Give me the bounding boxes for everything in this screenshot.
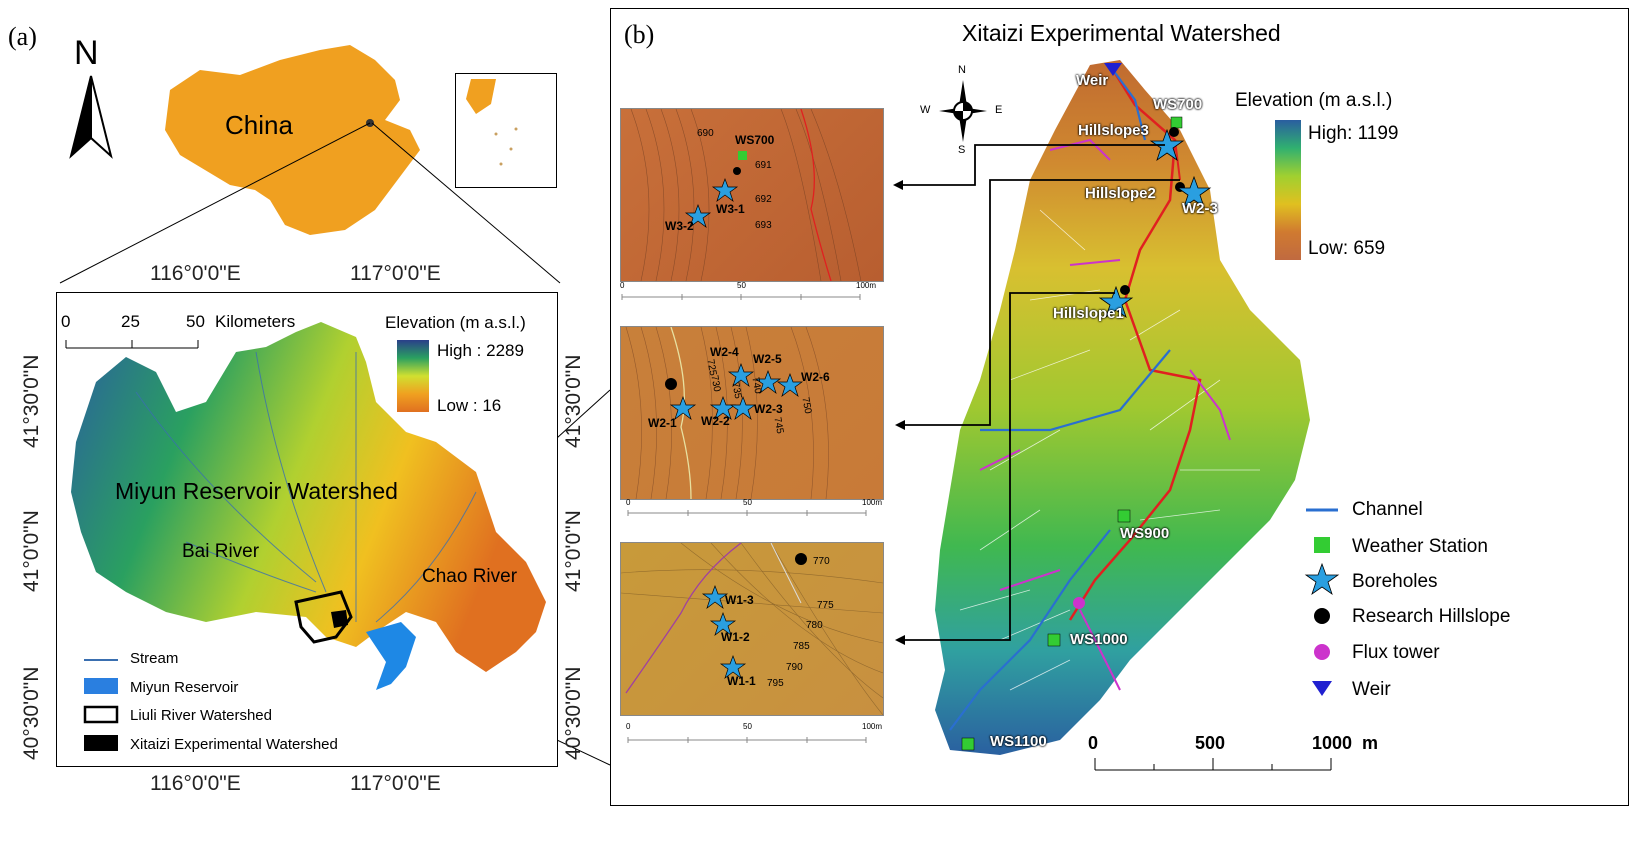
inset2-w25: W2-5	[753, 352, 782, 366]
scale-b-unit: m	[1362, 733, 1379, 753]
legend-b-boreholes: Boreholes	[1352, 571, 1438, 592]
inset1-w32: W3-2	[665, 219, 694, 233]
compass-w: W	[920, 104, 931, 116]
legend-b-channel: Channel	[1352, 499, 1423, 520]
compass-e: E	[995, 104, 1003, 116]
legend-a-stream: Stream	[130, 650, 179, 667]
inset1-scale	[621, 294, 861, 300]
inset2-scale	[627, 510, 867, 516]
inset-2-map	[620, 326, 884, 500]
legend-b-hillslope: Research Hillslope	[1352, 606, 1511, 627]
legend-a-reservoir: Miyun Reservoir	[130, 679, 239, 696]
inset1-c693: 693	[755, 220, 772, 231]
lon-top-2: 117°0'0"E	[350, 262, 441, 285]
scale-b-1000: 1000	[1312, 733, 1353, 753]
legend-b-flux: Flux tower	[1352, 642, 1440, 663]
north-arrow-label: N	[74, 34, 99, 72]
label-ws1100: WS1100	[990, 733, 1047, 750]
inset2-t50: 50	[743, 498, 752, 507]
label-hillslope2: Hillslope2	[1085, 185, 1156, 202]
scale-b-0: 0	[1088, 733, 1099, 753]
elev-a-colorbar	[397, 340, 429, 412]
elev-b-low: Low: 659	[1308, 238, 1386, 259]
elev-a-low: Low : 16	[437, 396, 502, 415]
scale-a-25: 25	[121, 312, 140, 331]
label-hillslope1: Hillslope1	[1053, 305, 1124, 322]
inset1-w31: W3-1	[716, 202, 745, 216]
inset1-t100: 100m	[856, 281, 877, 290]
panel-b-frame	[610, 8, 1629, 806]
compass-rose-icon	[939, 80, 987, 142]
label-w2-3: W2-3	[1182, 200, 1218, 217]
inset3-c775: 775	[817, 600, 834, 611]
scale-a-50: 50	[186, 312, 205, 331]
legend-b-symbols	[1304, 508, 1340, 696]
inset1-c692: 692	[755, 194, 772, 205]
legend-a-liuli: Liuli River Watershed	[130, 707, 272, 724]
inset2-w24: W2-4	[710, 345, 739, 359]
inset3-c795: 795	[767, 678, 784, 689]
inset1-ws700: WS700	[735, 133, 775, 147]
inset3-t100: 100m	[862, 722, 883, 731]
inset-3-map	[620, 542, 884, 716]
south-china-sea-inset	[455, 73, 557, 188]
bai-river-label: Bai River	[182, 541, 260, 562]
label-hillslope3: Hillslope3	[1078, 122, 1149, 139]
legend-b-weir: Weir	[1352, 679, 1391, 700]
chao-river-label: Chao River	[422, 566, 518, 587]
inset3-scale	[627, 737, 867, 743]
legend-a-symbols	[83, 659, 119, 751]
scale-a-unit: Kilometers	[215, 312, 296, 331]
elev-a-title: Elevation (m a.s.l.)	[385, 313, 526, 332]
inset3-t50: 50	[743, 722, 752, 731]
north-arrow-icon	[69, 75, 113, 159]
lon-top-1: 116°0'0"E	[150, 262, 241, 285]
inset3-t0: 0	[626, 722, 631, 731]
lon-bottom-1: 116°0'0"E	[150, 772, 241, 795]
inset3-w13: W1-3	[725, 593, 754, 607]
scale-a-0: 0	[61, 312, 71, 331]
china-label: China	[225, 110, 293, 140]
inset3-c770: 770	[813, 556, 830, 567]
label-ws1000: WS1000	[1070, 631, 1128, 648]
inset-1-map	[620, 108, 884, 282]
inset3-c785: 785	[793, 641, 810, 652]
inset1-c691: 691	[755, 160, 772, 171]
scale-bar-b	[1094, 758, 1332, 771]
elev-b-high: High: 1199	[1308, 123, 1399, 144]
label-ws900: WS900	[1120, 525, 1170, 542]
xitaizi-dem	[935, 60, 1310, 755]
elev-a-high: High : 2289	[437, 341, 524, 360]
inset2-w21: W2-1	[648, 416, 677, 430]
inset2-w26: W2-6	[801, 370, 830, 384]
inset2-w22: W2-2	[701, 414, 730, 428]
legend-b-weather: Weather Station	[1352, 536, 1488, 557]
inset3-w12: W1-2	[721, 630, 750, 644]
panel-b-title: Xitaizi Experimental Watershed	[962, 20, 1281, 46]
inset2-w23: W2-3	[754, 402, 783, 416]
compass-n: N	[958, 64, 966, 76]
inset1-t50: 50	[737, 281, 746, 290]
inset3-w11: W1-1	[727, 674, 756, 688]
compass-s: S	[958, 144, 966, 156]
inset1-c690: 690	[697, 128, 714, 139]
elev-b-title: Elevation (m a.s.l.)	[1235, 90, 1393, 111]
inset2-t0: 0	[626, 498, 631, 507]
panel-b-label: (b)	[624, 20, 655, 49]
watershed-name: Miyun Reservoir Watershed	[115, 478, 398, 504]
inset1-t0: 0	[620, 281, 625, 290]
inset3-c780: 780	[806, 620, 823, 631]
inset2-t100: 100m	[862, 498, 883, 507]
panel-a-label: (a)	[8, 22, 37, 51]
inset3-c790: 790	[786, 662, 803, 673]
scale-bar-a	[65, 340, 199, 349]
lon-bottom-2: 117°0'0"E	[350, 772, 441, 795]
elev-b-colorbar	[1275, 120, 1301, 260]
miyun-dem	[71, 322, 546, 690]
label-weir: Weir	[1076, 72, 1109, 89]
legend-a-xitaizi: Xitaizi Experimental Watershed	[130, 736, 338, 753]
label-ws700: WS700	[1153, 96, 1203, 113]
scale-b-500: 500	[1195, 733, 1226, 753]
